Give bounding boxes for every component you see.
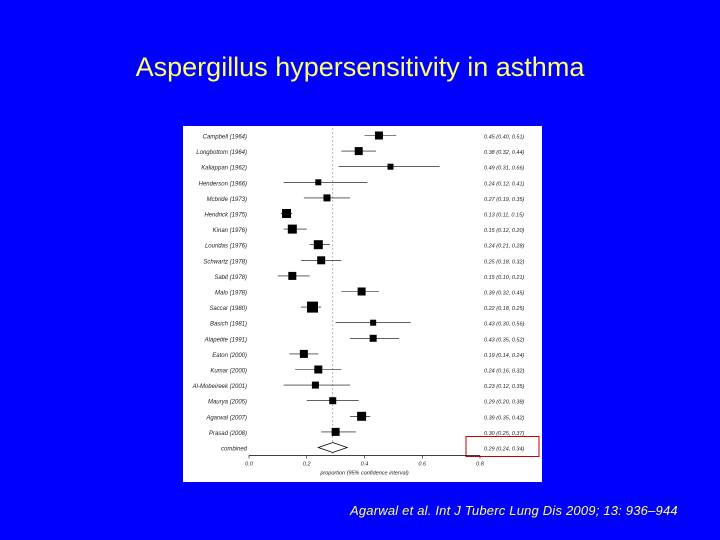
x-tick-label: 0.4 (361, 462, 369, 468)
estimate-label: 0.45 (0.40, 0.51) (484, 135, 525, 141)
study-marker (288, 271, 297, 280)
forest-plot: Campbell (1964) 0.45 (0.40, 0.51) Longbott… (192, 128, 540, 477)
study-marker (354, 147, 363, 156)
study-label: Agarwal (2007) (205, 415, 247, 421)
study-marker (311, 381, 319, 389)
estimate-label: 0.22 (0.18, 0.25) (484, 306, 525, 312)
study-label: Campbell (1964) (203, 135, 247, 141)
study-label: Saccar (1980) (209, 306, 247, 312)
estimate-label: 0.29 (0.20, 0.38) (484, 400, 525, 406)
study-label: Schwartz (1978) (203, 259, 247, 265)
x-tick-label: 0.8 (476, 462, 485, 468)
study-label: Kumar (2000) (210, 369, 247, 375)
slide-title: Aspergillus hypersensitivity in asthma (135, 52, 585, 82)
study-label: Malo (1978) (215, 291, 247, 297)
study-marker (282, 209, 292, 218)
study-label: Henderson (1966) (199, 181, 247, 187)
study-marker (374, 131, 383, 140)
combined-diamond (317, 442, 349, 453)
estimate-label: 0.29 (0.24, 0.34) (484, 447, 525, 453)
estimate-label: 0.19 (0.14, 0.24) (484, 353, 525, 359)
estimate-label: 0.24 (0.12, 0.41) (484, 181, 525, 187)
estimate-label: 0.49 (0.31, 0.66) (484, 166, 525, 172)
estimate-label: 0.25 (0.18, 0.32) (484, 259, 525, 265)
study-label: combined (221, 447, 248, 453)
forest-plot-panel: Campbell (1964) 0.45 (0.40, 0.51) Longbott… (183, 126, 542, 482)
study-marker (357, 287, 366, 296)
estimate-label: 0.43 (0.30, 0.56) (484, 322, 525, 328)
x-tick-label: 0.2 (303, 462, 311, 468)
estimate-label: 0.27 (0.19, 0.35) (484, 197, 525, 203)
highlight-box (465, 436, 540, 457)
study-label: Eaton (2000) (212, 353, 247, 359)
study-label: Mcbride (1973) (207, 197, 247, 203)
study-label: Al-Mobeireek (2001) (192, 384, 247, 390)
x-tick-label: 0.0 (245, 462, 254, 468)
study-label: Prasad (2008) (209, 431, 247, 437)
estimate-label: 0.24 (0.21, 0.28) (484, 244, 525, 250)
estimate-label: 0.13 (0.11, 0.15) (484, 213, 524, 219)
estimate-label: 0.43 (0.35, 0.52) (484, 337, 525, 343)
estimate-label: 0.15 (0.12, 0.20) (484, 228, 525, 234)
study-marker (331, 427, 340, 436)
study-marker (329, 397, 337, 405)
study-label: Alapetite (1991) (204, 337, 247, 343)
study-label: Longbottom (1964) (196, 150, 247, 156)
study-label: Kaliappan (1962) (201, 166, 247, 172)
estimate-label: 0.39 (0.32, 0.45) (484, 291, 525, 297)
study-marker (307, 301, 319, 313)
study-marker (313, 240, 323, 250)
study-marker (387, 163, 394, 170)
estimate-label: 0.30 (0.25, 0.37) (484, 431, 525, 437)
x-axis-label: proportion (95% confidence interval) (319, 471, 409, 477)
study-label: Basich (1981) (210, 322, 247, 328)
estimate-label: 0.39 (0.35, 0.42) (484, 415, 525, 421)
study-label: Maurya (2005) (208, 400, 247, 406)
estimate-label: 0.24 (0.16, 0.32) (484, 369, 525, 375)
study-marker (357, 411, 367, 421)
study-label: Louridas (1976) (205, 244, 247, 250)
study-label: Hendrick (1975) (204, 213, 247, 219)
study-marker (369, 334, 377, 342)
study-marker (370, 319, 377, 326)
study-label: Sabit (1978) (214, 275, 247, 281)
study-marker (323, 194, 331, 202)
estimate-label: 0.23 (0.12, 0.35) (484, 384, 525, 390)
study-marker (287, 224, 297, 234)
citation: Agarwal et al. Int J Tuberc Lung Dis 200… (350, 503, 678, 518)
x-tick-label: 0.6 (418, 462, 427, 468)
study-marker (299, 349, 308, 358)
study-marker (317, 256, 326, 265)
study-marker (315, 179, 322, 186)
estimate-label: 0.15 (0.10, 0.21) (484, 275, 525, 281)
study-label: Kinan (1976) (213, 228, 247, 234)
study-marker (314, 365, 323, 374)
estimate-label: 0.38 (0.32, 0.44) (484, 150, 525, 156)
